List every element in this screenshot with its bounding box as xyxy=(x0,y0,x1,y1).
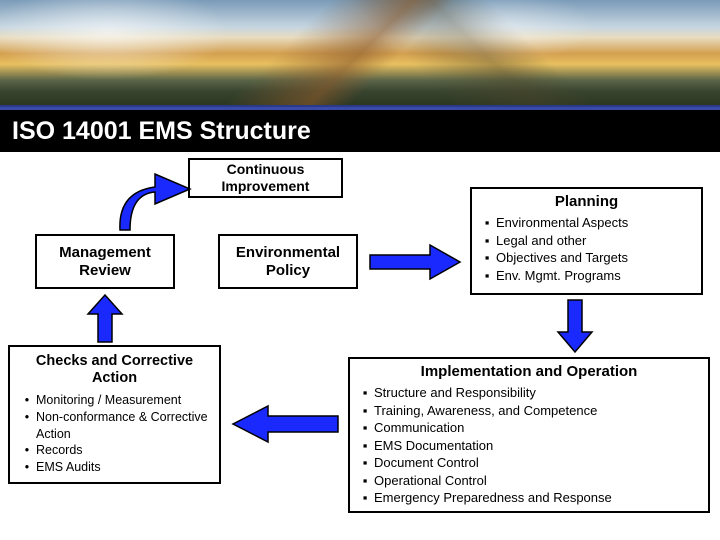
list-item-text: Monitoring / Measurement xyxy=(36,392,211,409)
list-item: •EMS Audits xyxy=(18,459,211,476)
list-item-text: Structure and Responsibility xyxy=(374,384,702,402)
title-bar: ISO 14001 EMS Structure xyxy=(0,107,720,152)
list-item-text: EMS Documentation xyxy=(374,437,702,455)
planning-list: ▪Environmental Aspects▪Legal and other▪O… xyxy=(478,214,695,284)
box-implementation: Implementation and Operation ▪Structure … xyxy=(348,357,710,513)
bullet-icon: • xyxy=(18,442,36,459)
bullet-icon: ▪ xyxy=(356,419,374,437)
list-item-text: EMS Audits xyxy=(36,459,211,476)
bullet-icon: ▪ xyxy=(356,472,374,490)
checks-list: •Monitoring / Measurement•Non-conformanc… xyxy=(18,392,211,476)
page-title: ISO 14001 EMS Structure xyxy=(0,110,720,153)
list-item: ▪Document Control xyxy=(356,454,702,472)
list-item: ▪Operational Control xyxy=(356,472,702,490)
list-item: ▪Objectives and Targets xyxy=(478,249,695,267)
banner-image xyxy=(0,0,720,107)
box-header: Planning xyxy=(478,193,695,210)
list-item-text: Environmental Aspects xyxy=(496,214,695,232)
list-item: ▪Structure and Responsibility xyxy=(356,384,702,402)
bullet-icon: • xyxy=(18,392,36,409)
arrow-impl-to-checks xyxy=(228,402,343,446)
list-item: ▪Training, Awareness, and Competence xyxy=(356,402,702,420)
list-item-text: Document Control xyxy=(374,454,702,472)
box-line: Policy xyxy=(266,262,310,280)
list-item: ▪Env. Mgmt. Programs xyxy=(478,267,695,285)
box-line: Environmental xyxy=(236,244,340,262)
diagram-canvas: Continuous Improvement Environmental Pol… xyxy=(0,152,720,540)
bullet-icon: ▪ xyxy=(478,232,496,250)
arrow-policy-to-planning xyxy=(365,242,465,282)
list-item-text: Records xyxy=(36,442,211,459)
list-item-text: Emergency Preparedness and Response xyxy=(374,489,702,507)
bullet-icon: ▪ xyxy=(478,249,496,267)
list-item: ▪Legal and other xyxy=(478,232,695,250)
arrow-planning-to-impl xyxy=(555,297,595,357)
box-line: Improvement xyxy=(222,178,310,195)
box-header: Implementation and Operation xyxy=(356,363,702,380)
bullet-icon: • xyxy=(18,409,36,426)
list-item-text: Env. Mgmt. Programs xyxy=(496,267,695,285)
box-header: Checks and Corrective Action xyxy=(18,353,211,388)
list-item-text: Operational Control xyxy=(374,472,702,490)
box-environmental-policy: Environmental Policy xyxy=(218,234,358,289)
box-line: Continuous xyxy=(227,161,305,178)
bullet-icon: ▪ xyxy=(356,402,374,420)
list-item-text: Non-conformance & Corrective Action xyxy=(36,409,211,443)
box-planning: Planning ▪Environmental Aspects▪Legal an… xyxy=(470,187,703,295)
bullet-icon: ▪ xyxy=(478,214,496,232)
list-item-text: Objectives and Targets xyxy=(496,249,695,267)
list-item: ▪Emergency Preparedness and Response xyxy=(356,489,702,507)
box-line: Management xyxy=(59,244,151,262)
list-item-text: Training, Awareness, and Competence xyxy=(374,402,702,420)
list-item: ▪Environmental Aspects xyxy=(478,214,695,232)
bullet-icon: ▪ xyxy=(356,437,374,455)
box-management-review: Management Review xyxy=(35,234,175,289)
list-item: ▪EMS Documentation xyxy=(356,437,702,455)
list-item-text: Legal and other xyxy=(496,232,695,250)
box-line: Review xyxy=(79,262,131,280)
arrow-checks-to-mgmt xyxy=(85,292,125,347)
bullet-icon: ▪ xyxy=(478,267,496,285)
bullet-icon: ▪ xyxy=(356,489,374,507)
bullet-icon: ▪ xyxy=(356,384,374,402)
bullet-icon: ▪ xyxy=(356,454,374,472)
arrow-mgmt-to-continuous xyxy=(100,162,195,237)
list-item: •Monitoring / Measurement xyxy=(18,392,211,409)
impl-list: ▪Structure and Responsibility▪Training, … xyxy=(356,384,702,507)
list-item: •Non-conformance & Corrective Action xyxy=(18,409,211,443)
list-item: ▪Communication xyxy=(356,419,702,437)
list-item: •Records xyxy=(18,442,211,459)
box-continuous-improvement: Continuous Improvement xyxy=(188,158,343,198)
box-checks: Checks and Corrective Action •Monitoring… xyxy=(8,345,221,484)
bullet-icon: • xyxy=(18,459,36,476)
list-item-text: Communication xyxy=(374,419,702,437)
